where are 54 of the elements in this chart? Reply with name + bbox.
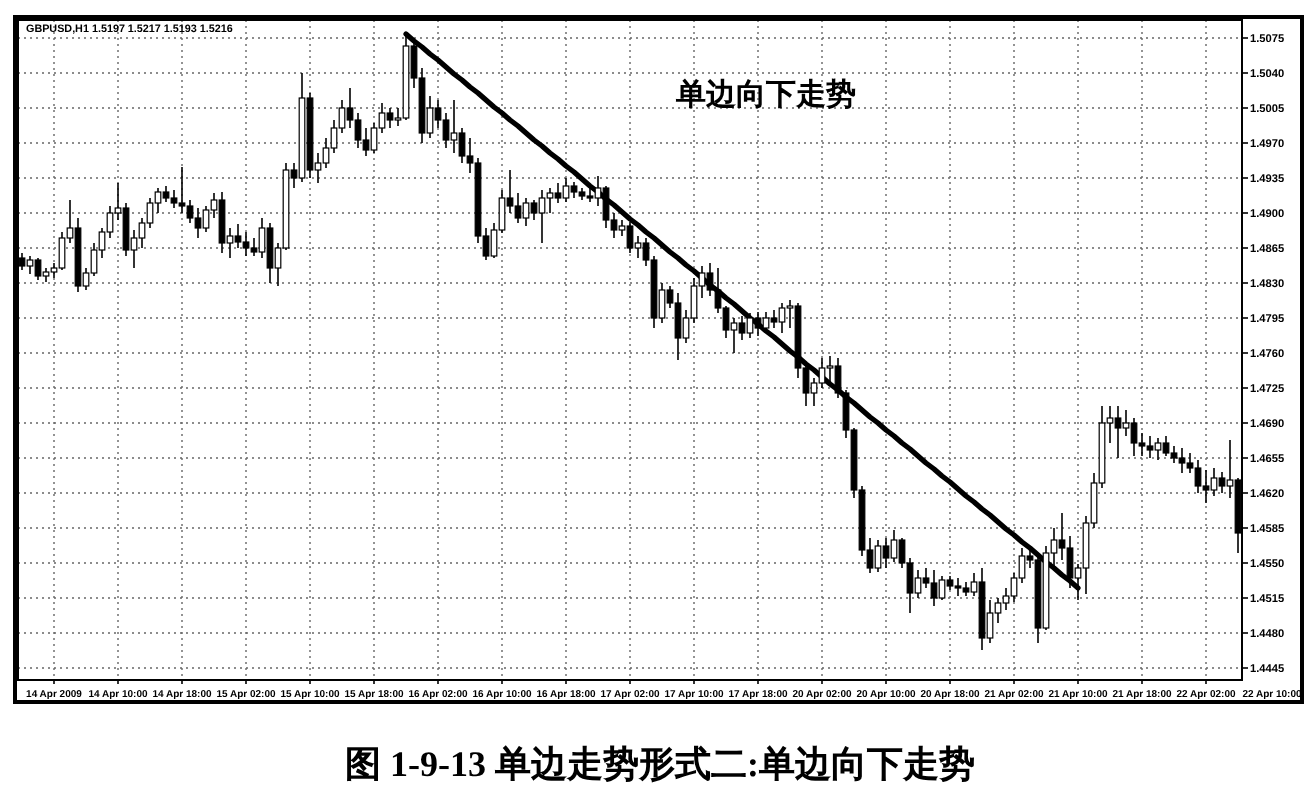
candlestick	[202, 205, 210, 233]
candlestick	[874, 539, 882, 573]
candlestick	[674, 292, 682, 361]
candlestick	[1114, 405, 1122, 459]
candlestick	[122, 202, 130, 257]
candlestick	[1162, 435, 1170, 457]
candlestick	[626, 221, 634, 254]
candlestick	[34, 257, 42, 281]
candlestick	[194, 207, 202, 239]
candlestick	[178, 166, 186, 214]
candlestick	[386, 107, 394, 129]
candlestick	[1194, 459, 1202, 494]
candlestick	[778, 302, 786, 334]
candlestick	[1178, 447, 1186, 474]
candlestick	[266, 222, 274, 284]
candlestick	[218, 191, 226, 254]
candlestick	[442, 112, 450, 149]
candlestick	[362, 127, 370, 157]
candlestick	[1130, 417, 1138, 457]
candlestick	[1154, 437, 1162, 461]
candlestick	[586, 187, 594, 203]
candlestick	[450, 99, 458, 154]
candlestick	[1210, 467, 1218, 497]
candlestick	[538, 189, 546, 244]
candlestick	[746, 312, 754, 339]
candlestick	[1202, 469, 1210, 504]
candlestick	[954, 577, 962, 597]
candlestick	[546, 187, 554, 214]
candlestick	[1122, 409, 1130, 437]
candlestick	[818, 357, 826, 389]
candlestick	[562, 177, 570, 203]
text: 图 1-9-13 单边走势形式二:单边向下走势	[345, 744, 975, 784]
candlestick	[602, 185, 610, 229]
candlestick	[738, 315, 746, 341]
candlestick	[1146, 435, 1154, 459]
candlestick	[554, 182, 562, 204]
candlestick	[514, 192, 522, 224]
annotation: 单边向下走势	[674, 78, 856, 112]
candlestick	[914, 569, 922, 599]
candlestick	[938, 575, 946, 601]
candlestick	[930, 569, 938, 607]
candlestick	[882, 537, 890, 569]
candlestick	[754, 311, 762, 337]
candlestick	[242, 231, 250, 257]
candlestick	[58, 231, 66, 271]
candlestick	[522, 197, 530, 227]
candlestick	[354, 112, 362, 149]
candlestick	[890, 529, 898, 563]
candlestick	[1218, 471, 1226, 494]
candlestick	[762, 311, 770, 333]
candlestick	[458, 127, 466, 164]
candlestick	[234, 223, 242, 249]
candlestick	[530, 199, 538, 221]
candlestick	[186, 199, 194, 224]
